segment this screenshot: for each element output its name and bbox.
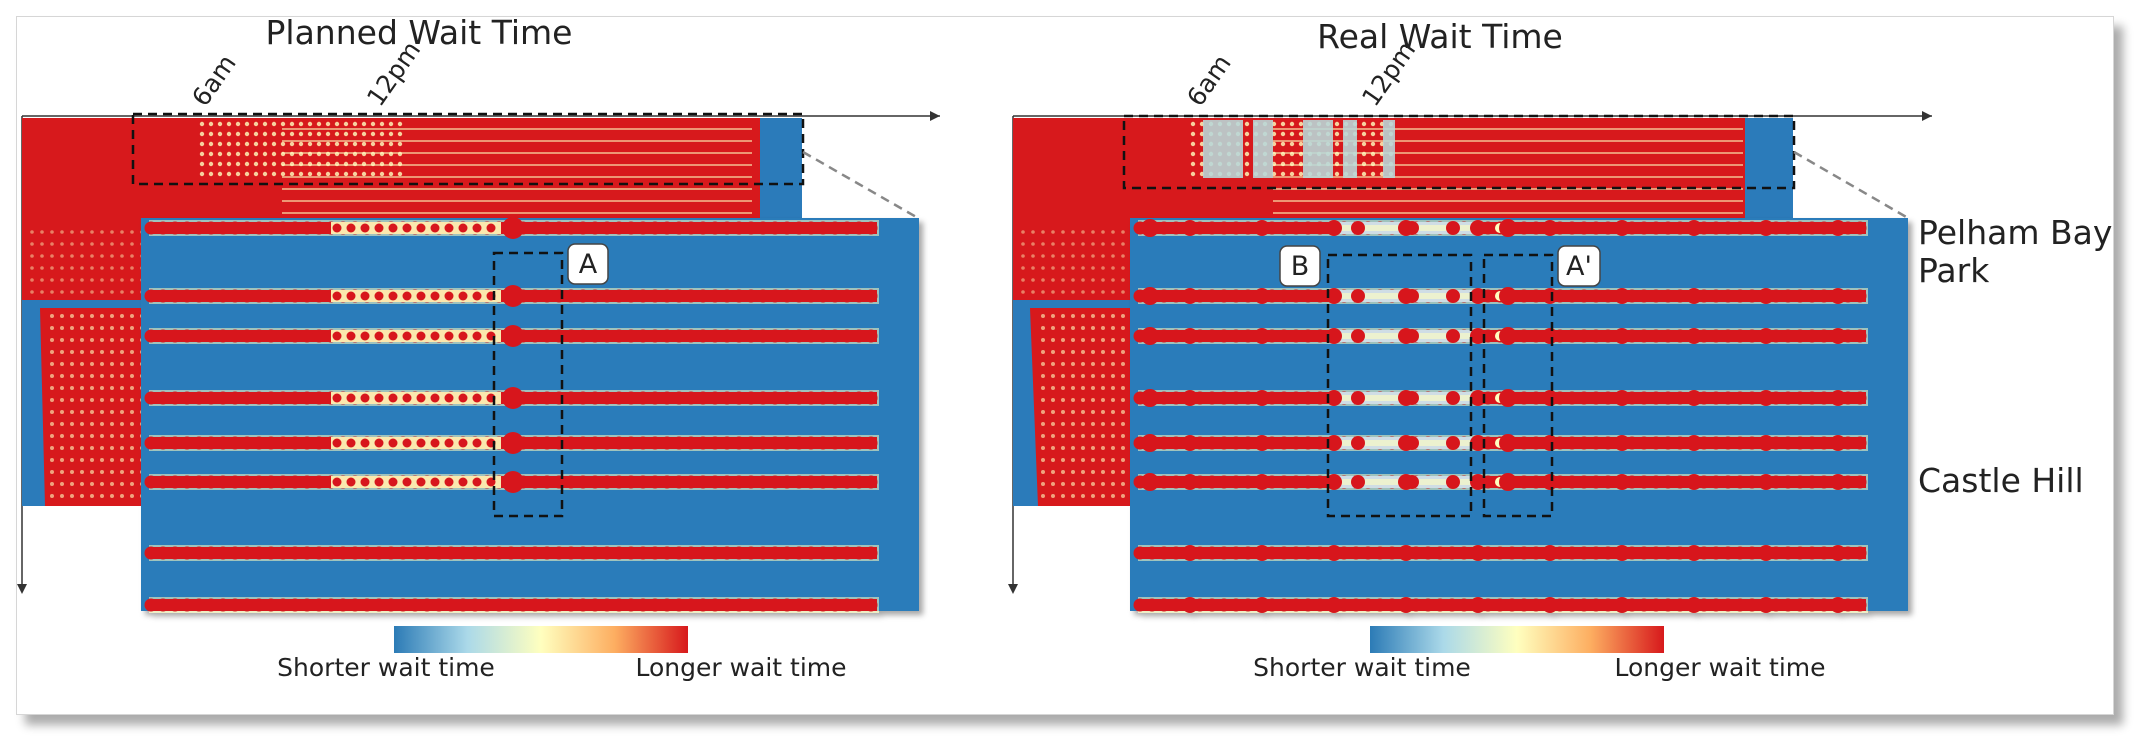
station-label-pelham-line1: Pelham Bay [1918,213,2112,252]
planned-tick-6am: 6am [186,49,242,111]
planned-colorbar-low-label: Shorter wait time [277,653,495,682]
planned-colorbar [394,626,688,653]
real-box-b [1326,253,1473,518]
real-time-axis-arrow [1922,111,1932,121]
planned-zoom-connector [802,150,919,220]
station-label-castle-hill: Castle Hill [1918,461,2084,500]
real-tag-a-prime-label: A' [1566,251,1592,282]
real-tag-b: B [1279,245,1321,287]
real-colorbar [1370,626,1664,653]
real-zoom-heatmap [1130,218,1908,613]
real-station-axis-arrow [1008,584,1018,594]
real-tag-b-label: B [1291,251,1310,282]
planned-tag-a: A [567,243,609,285]
planned-box-a [492,251,564,518]
planned-zoom-heatmap [141,217,919,613]
real-zoom-rows [1133,219,1868,613]
planned-overview-highlight-box [131,112,805,186]
planned-tag-a-label: A [579,249,598,280]
planned-overview-dots [30,121,752,498]
real-title: Real Wait Time [1317,17,1563,56]
planned-station-axis-arrow [17,584,27,594]
real-box-a-prime [1482,253,1554,518]
real-tick-6am: 6am [1181,49,1237,111]
real-colorbar-low-label: Shorter wait time [1253,653,1471,682]
real-tag-a-prime: A' [1557,245,1601,287]
real-colorbar-high-label: Longer wait time [1614,653,1825,682]
real-zoom-connector [1793,150,1909,220]
real-panel: Real Wait Time 6am 12pm B A' [1008,17,2123,682]
station-label-pelham: Pelham Bay Park [1918,213,2123,290]
station-label-pelham-line2: Park [1918,251,1990,290]
planned-title: Planned Wait Time [266,13,573,52]
planned-panel: Planned Wait Time 6am 12pm A [17,13,940,682]
planned-time-axis-arrow [930,111,940,121]
planned-colorbar-high-label: Longer wait time [635,653,846,682]
planned-zoom-rows [144,217,879,613]
